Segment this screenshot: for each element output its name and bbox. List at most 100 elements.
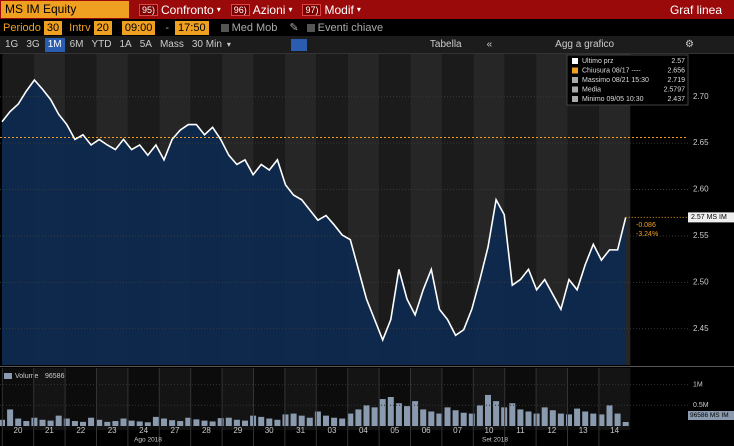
x-tick-label: 22 [76, 426, 85, 435]
legend-swatch [572, 96, 578, 102]
volume-bar [582, 411, 589, 426]
x-tick-label: 20 [14, 426, 23, 435]
range-button[interactable]: YTD [91, 38, 112, 50]
separator: - [165, 21, 170, 34]
volume-bar [606, 405, 613, 426]
volume-bar [31, 417, 38, 426]
legend-label: Media [582, 86, 601, 93]
volume-bar [88, 417, 95, 426]
volume-bar [379, 399, 386, 426]
volume-bar [47, 420, 54, 426]
range-button[interactable]: 6M [69, 38, 84, 50]
add-button[interactable]: Agg a grafico [555, 38, 615, 50]
range-button[interactable]: 1A [119, 38, 132, 50]
input[interactable]: 17:50 [175, 20, 209, 35]
x-tick-label: 21 [45, 426, 54, 435]
x-tick-label: 23 [108, 426, 117, 435]
chart: 2.70 2.65 2.60 2.55 2.50 2.45 2.57 MS IM -0.086… [0, 54, 734, 446]
x-tick-label: 04 [359, 426, 368, 435]
volume-bar [566, 414, 572, 426]
menu[interactable]: Azioni [252, 2, 286, 17]
input[interactable]: 30 [43, 20, 63, 35]
x-tick-label: 28 [202, 426, 211, 435]
volume-bar [395, 403, 402, 426]
legend-bg [566, 54, 689, 106]
volume-name: Volume [15, 373, 38, 380]
range-button[interactable]: Mass [159, 38, 184, 50]
volume-bar [549, 410, 556, 426]
volume-bar [104, 421, 111, 426]
axis-panel [688, 54, 734, 446]
volume-bar [193, 419, 200, 426]
checkbox[interactable] [306, 23, 315, 32]
range-button[interactable]: 1M [44, 37, 65, 52]
legend: Ultimo prz 2.57 Chiusura 08/17 ---- 2.656 Ma… [566, 54, 689, 106]
volume-bar [136, 421, 143, 426]
frequency[interactable]: 30 Min [191, 38, 222, 50]
legend-value: 2.5797 [664, 86, 686, 93]
volume-bar [493, 401, 500, 426]
volume-bar [55, 415, 62, 426]
volume-bar [452, 410, 459, 426]
x-tick-label: 12 [547, 426, 556, 435]
volume-bar [23, 421, 30, 426]
volume-bar [80, 421, 86, 426]
volume-bar [120, 418, 127, 426]
input[interactable]: 09:00 [121, 20, 156, 35]
volume-bar [541, 407, 548, 426]
volume-bar [185, 417, 192, 426]
y2-tick-label: 1M [693, 381, 703, 388]
legend-value: 2.656 [667, 67, 685, 74]
menu-code: 96) [230, 3, 250, 16]
volume-bar [209, 421, 216, 426]
legend-label: Chiusura 08/17 ---- [582, 67, 641, 74]
range-button[interactable]: 5A [139, 38, 152, 50]
menu[interactable]: Confronto [161, 2, 214, 17]
volume-bar [144, 422, 151, 426]
volume-bar [201, 420, 208, 426]
legend-label: Minimo 09/05 10:30 [582, 96, 644, 103]
volume-bar [622, 421, 629, 426]
volume-bar [485, 394, 491, 426]
volume-bar [323, 415, 329, 426]
volume-bar [363, 405, 370, 426]
menu-code: 95) [139, 3, 159, 16]
x-tick-label: 14 [610, 426, 619, 435]
last-tag-bg [688, 212, 734, 223]
volume-bar [15, 418, 22, 426]
checkbox[interactable] [220, 23, 229, 32]
volume-bar [152, 416, 159, 426]
volume-tag: 96586 MS IM [690, 412, 729, 419]
ranges: 1G 3G 1M 6M YTD 1A 5A Mass [2, 37, 189, 52]
y-tick-label: 2.50 [693, 277, 709, 286]
volume-bar [128, 420, 135, 426]
table-button[interactable]: Tabella [429, 38, 462, 50]
menu[interactable]: Modif [324, 2, 354, 17]
last-tag: 2.57 MS IM [691, 214, 727, 221]
input[interactable]: 20 [93, 20, 112, 35]
legend-swatch [572, 77, 578, 83]
legend-value: 2.719 [667, 77, 685, 84]
icon[interactable] [290, 38, 307, 51]
label: Med Mob [231, 21, 278, 34]
range-button[interactable]: 1G [5, 38, 19, 50]
volume-bar [509, 403, 516, 426]
x-tick-label: 05 [390, 426, 399, 435]
range-bar: 1G 3G 1M 6M YTD 1A 5A Mass 30 Min ▾ Tabella « Ag… [0, 36, 734, 54]
x-tick-label: 11 [516, 426, 525, 435]
volume-bar [63, 418, 70, 426]
volume-bar [266, 418, 273, 426]
legend-swatch [572, 58, 578, 64]
volume-bar [428, 411, 435, 426]
x-tick-label: 31 [296, 426, 305, 435]
volume-bar [233, 419, 240, 426]
label: Intrv [69, 21, 91, 34]
security[interactable]: MS IM Equity [1, 1, 129, 18]
range-button[interactable]: 3G [26, 38, 40, 50]
volume-bar [39, 419, 46, 426]
legend-swatch [572, 86, 578, 93]
volume-bar [282, 414, 289, 426]
change-pct: -3.24% [636, 231, 658, 238]
y-tick-label: 2.60 [693, 185, 709, 194]
x-tick-label: 10 [485, 426, 494, 435]
